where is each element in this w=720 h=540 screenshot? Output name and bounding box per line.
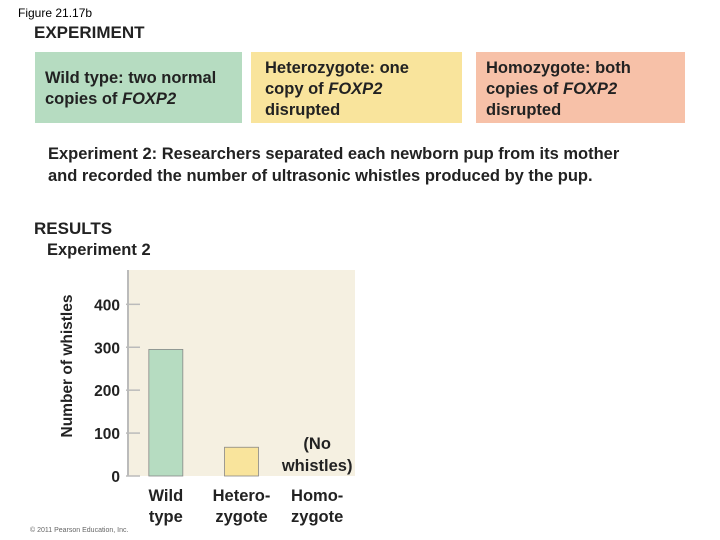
chart-title: Experiment 2 <box>47 241 151 259</box>
results-heading: RESULTS <box>34 219 113 238</box>
x-tick-label: Wild type <box>148 487 184 526</box>
gene: FOXP2 <box>122 90 177 108</box>
x-tick-label: Homo- zygote <box>291 487 344 526</box>
box: Wild type: two normal copies of FOXP2 <box>35 52 242 123</box>
box-text: Wild type: two normal copies of <box>45 69 217 108</box>
bar <box>224 446 259 477</box>
y-tick-label: 300 <box>94 340 120 357</box>
y-tick-label: 100 <box>94 426 120 443</box>
figure-label: Figure 21.17b <box>18 6 93 20</box>
x-tick-label: Hetero- zygote <box>212 487 271 526</box>
y-axis-label: Number of whistles <box>59 295 76 438</box>
copyright: © 2011 Pearson Education, Inc. <box>30 527 129 534</box>
box-text: disrupted <box>265 101 341 119</box>
gene: FOXP2 <box>563 80 618 98</box>
box: Homozygote: both copies of FOXP2 disrupt… <box>476 52 685 123</box>
heading: EXPERIMENT <box>34 23 145 42</box>
annotation: (No whistles) <box>281 435 353 475</box>
box-text: Heterozygote: one copy of <box>265 59 409 98</box>
bar <box>148 348 184 477</box>
box-text: Homozygote: both copies of <box>486 59 631 98</box>
box: Heterozygote: one copy of FOXP2 disrupte… <box>251 52 462 123</box>
y-tick-label: 200 <box>94 383 120 400</box>
y-tick-label: 400 <box>94 297 120 314</box>
box-text: disrupted <box>486 101 562 119</box>
y-tick-label: 0 <box>111 469 120 486</box>
description: Experiment 2: Researchers separated each… <box>48 145 620 185</box>
gene: FOXP2 <box>328 80 383 98</box>
